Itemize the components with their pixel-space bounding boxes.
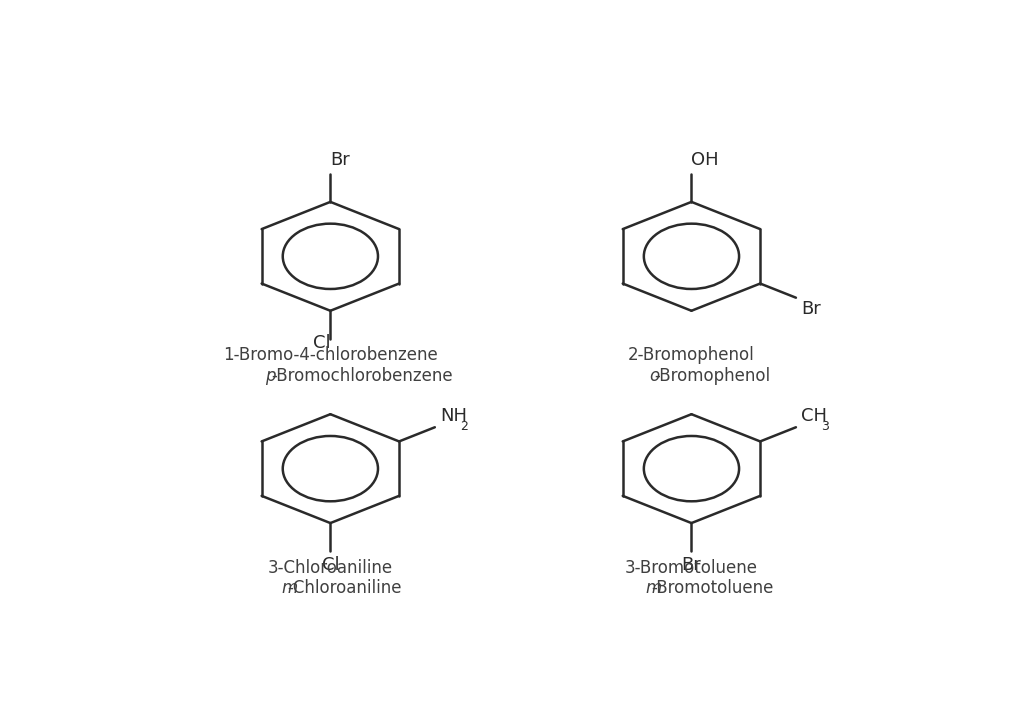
Text: -Bromochlorobenzene: -Bromochlorobenzene <box>270 367 453 385</box>
Text: Br: Br <box>802 300 821 318</box>
Text: -Bromophenol: -Bromophenol <box>654 367 771 385</box>
Text: Cl: Cl <box>322 556 339 574</box>
Text: 1-Bromo-4-chlorobenzene: 1-Bromo-4-chlorobenzene <box>223 346 437 364</box>
Text: m: m <box>282 580 298 597</box>
Text: p: p <box>265 367 275 385</box>
Text: 3-Bromotoluene: 3-Bromotoluene <box>625 559 758 577</box>
Text: 2-Bromophenol: 2-Bromophenol <box>628 346 755 364</box>
Text: Cl: Cl <box>312 334 331 352</box>
Text: o: o <box>649 367 659 385</box>
Text: OH: OH <box>691 151 719 169</box>
Text: m: m <box>646 580 663 597</box>
Text: CH: CH <box>802 407 827 425</box>
Text: Br: Br <box>682 556 701 574</box>
Text: 2: 2 <box>460 420 468 433</box>
Text: -Bromotoluene: -Bromotoluene <box>651 580 774 597</box>
Text: -Chloroaniline: -Chloroaniline <box>287 580 401 597</box>
Text: NH: NH <box>440 407 467 425</box>
Text: 3: 3 <box>821 420 829 433</box>
Text: Br: Br <box>331 151 350 169</box>
Text: 3-Chloroaniline: 3-Chloroaniline <box>268 559 393 577</box>
